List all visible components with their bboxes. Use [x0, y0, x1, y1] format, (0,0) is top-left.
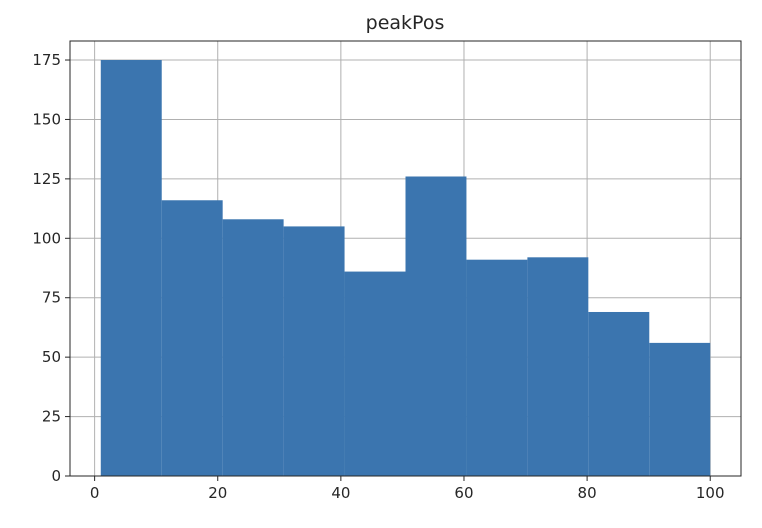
histogram-bar-5 [405, 176, 467, 476]
x-tick-label-3: 60 [454, 484, 473, 502]
histogram-bar-4 [344, 271, 406, 476]
y-tick-label-5: 125 [32, 170, 61, 188]
y-tick-label-7: 175 [32, 51, 61, 69]
histogram-bar-9 [649, 342, 711, 476]
histogram-bar-2 [222, 219, 284, 476]
x-tick-label-1: 20 [208, 484, 227, 502]
y-tick-label-2: 50 [42, 348, 61, 366]
y-axis: 0 25 50 75 100 125 150 175 [32, 51, 70, 485]
y-tick-label-0: 0 [51, 467, 61, 485]
y-tick-label-1: 25 [42, 408, 61, 426]
histogram-bars [100, 60, 711, 477]
histogram-bar-8 [588, 311, 650, 476]
y-tick-label-6: 150 [32, 110, 61, 128]
histogram-bar-6 [466, 259, 528, 476]
chart-title: peakPos [366, 12, 445, 34]
plot-frame [69, 40, 742, 477]
y-tick-label-4: 100 [32, 229, 61, 247]
x-axis: 0 20 40 60 80 100 [90, 476, 725, 502]
histogram-bar-7 [527, 257, 589, 476]
x-tick-label-2: 40 [331, 484, 350, 502]
histogram-bar-1 [161, 200, 223, 476]
x-tick-label-5: 100 [696, 484, 725, 502]
histogram-bar-0 [100, 60, 162, 477]
x-tick-label-4: 80 [578, 484, 597, 502]
x-tick-label-0: 0 [90, 484, 100, 502]
y-tick-label-3: 75 [42, 289, 61, 307]
histogram-bar-3 [283, 226, 345, 476]
